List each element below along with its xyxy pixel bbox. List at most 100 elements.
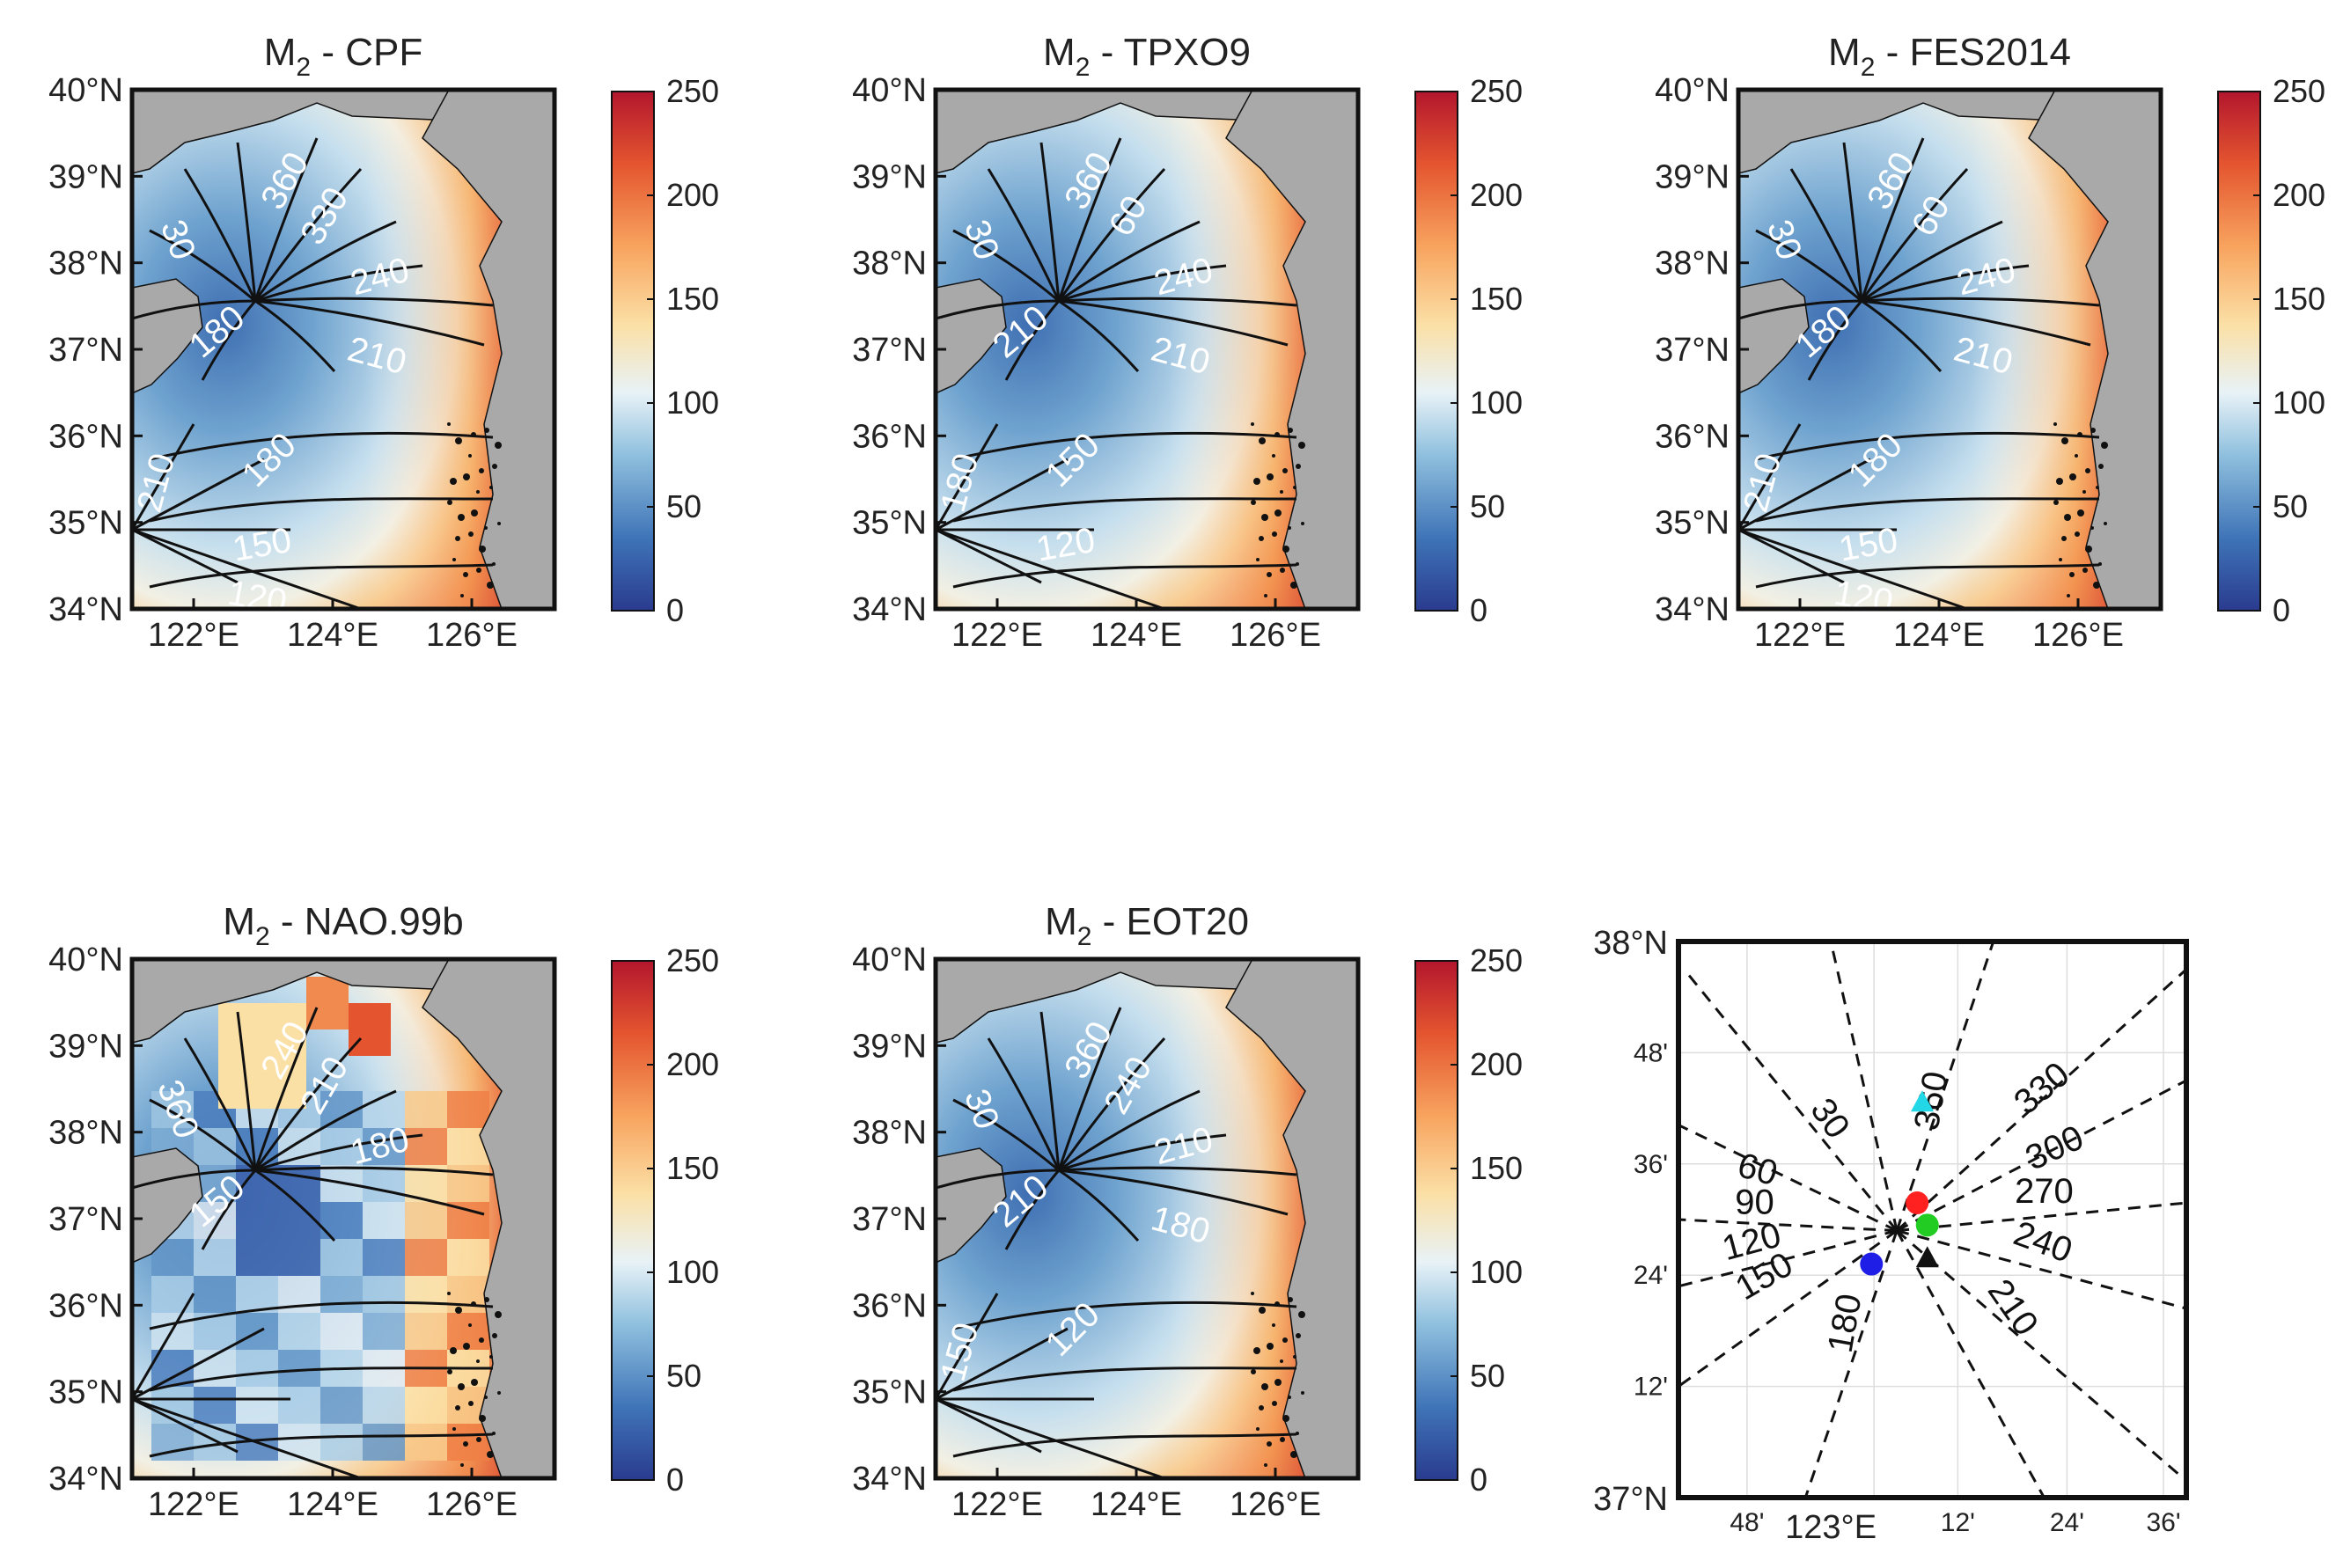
map-panel-4: M2 - NAO.99b36024021018015040°N39°N38°N3…: [48, 900, 719, 1523]
lon-tick-label: 124°E: [1893, 617, 1985, 654]
lon-tick-label: 122°E: [148, 1486, 239, 1523]
lon-tick-label: 126°E: [2032, 617, 2124, 654]
korea-land: [2028, 90, 2161, 609]
colorbar-tick-label: 200: [2273, 177, 2325, 213]
colorbar-tick-label: 150: [1470, 1150, 1523, 1186]
colorbar-tick-label: 100: [666, 385, 719, 421]
colorbar-tick-label: 150: [666, 281, 719, 317]
lat-tick-label: 40°N: [48, 942, 123, 978]
lat-tick-label: 39°N: [1655, 158, 1730, 195]
zoom-lat-tick-label: 36': [1634, 1150, 1668, 1179]
zoom-lon-tick-label: 48': [1730, 1508, 1764, 1537]
lat-tick-label: 35°N: [852, 505, 927, 542]
lat-tick-label: 37°N: [852, 1201, 927, 1238]
panel-title: M2 - TPXO9: [1043, 31, 1251, 82]
lat-tick-label: 37°N: [48, 1201, 123, 1238]
lat-tick-label: 35°N: [48, 1374, 123, 1411]
lat-tick-label: 37°N: [852, 332, 927, 369]
lon-tick-label: 124°E: [287, 617, 378, 654]
lat-tick-label: 40°N: [48, 72, 123, 109]
colorbar-tick-label: 100: [1470, 1254, 1523, 1290]
colorbar-tick-label: 200: [1470, 1046, 1523, 1082]
colorbar-tick-label: 200: [666, 177, 719, 213]
colorbar-tick-label: 0: [666, 1462, 684, 1498]
panel-title: M2 - CPF: [264, 31, 422, 82]
lon-tick-label: 124°E: [1091, 617, 1182, 654]
lon-tick-label: 126°E: [426, 1486, 518, 1523]
colorbar-tick-label: 0: [1470, 1462, 1487, 1498]
colorbar-tick-label: 250: [1470, 942, 1523, 978]
zoom-lon-tick-label: 24': [2050, 1508, 2084, 1537]
cotidal-lines: [132, 137, 494, 609]
panel-title: M2 - EOT20: [1045, 900, 1249, 951]
lon-tick-label: 124°E: [1091, 1486, 1182, 1523]
lat-tick-label: 34°N: [852, 1461, 927, 1498]
zoom-lat-tick-label: 38°N: [1593, 925, 1668, 962]
korea-land: [422, 959, 555, 1478]
lat-tick-label: 38°N: [48, 245, 123, 282]
lat-tick-label: 35°N: [48, 505, 123, 542]
colorbar: [611, 960, 655, 1481]
marker-eot20: [1915, 1246, 1939, 1268]
lat-tick-label: 36°N: [48, 418, 123, 455]
zoom-lon-tick-label: 123°E: [1785, 1509, 1877, 1546]
colorbar-tick-label: 50: [666, 488, 701, 524]
lat-tick-label: 36°N: [1655, 418, 1730, 455]
lat-tick-label: 36°N: [48, 1287, 123, 1324]
lat-tick-label: 40°N: [852, 942, 927, 978]
colorbar-tick-label: 250: [1470, 73, 1523, 109]
marker-tpxo9: [1860, 1252, 1884, 1276]
colorbar-tick-label: 0: [2273, 592, 2290, 628]
colorbar-tick-label: 50: [2273, 488, 2308, 524]
colorbar-tick-label: 200: [1470, 177, 1523, 213]
lon-tick-label: 122°E: [148, 617, 239, 654]
lon-tick-label: 126°E: [426, 617, 518, 654]
zoom-contour-label: 270: [2015, 1172, 2074, 1211]
colorbar: [611, 91, 655, 612]
colorbar-tick-label: 250: [666, 73, 719, 109]
zoom-cotidal-lines: [1678, 941, 2188, 1498]
lat-tick-label: 38°N: [48, 1115, 123, 1152]
lat-tick-label: 39°N: [48, 158, 123, 195]
colorbar: [2217, 91, 2261, 612]
zoom-lat-tick-label: 37°N: [1593, 1481, 1668, 1518]
lat-tick-label: 38°N: [852, 245, 927, 282]
lat-tick-label: 37°N: [48, 332, 123, 369]
cotidal-lines: [132, 1007, 494, 1478]
lat-tick-label: 36°N: [852, 418, 927, 455]
lon-tick-label: 126°E: [1230, 617, 1321, 654]
colorbar-tick-label: 50: [1470, 488, 1505, 524]
marker-fes2014: [1915, 1213, 1939, 1237]
lat-tick-label: 38°N: [852, 1115, 927, 1152]
lat-tick-label: 35°N: [1655, 505, 1730, 542]
lat-tick-label: 34°N: [852, 591, 927, 628]
lat-tick-label: 34°N: [1655, 591, 1730, 628]
colorbar: [1414, 91, 1458, 612]
lat-tick-label: 37°N: [1655, 332, 1730, 369]
lat-tick-label: 34°N: [48, 591, 123, 628]
korea-land: [422, 90, 555, 609]
colorbar-tick-label: 50: [666, 1358, 701, 1394]
lon-tick-label: 124°E: [287, 1486, 378, 1523]
lat-tick-label: 39°N: [48, 1028, 123, 1065]
colorbar-tick-label: 0: [1470, 592, 1487, 628]
zoom-lat-tick-label: 12': [1634, 1373, 1668, 1402]
lat-tick-label: 36°N: [852, 1287, 927, 1324]
marker-nao99b: [1910, 1090, 1934, 1112]
colorbar-tick-label: 100: [2273, 385, 2325, 421]
lat-tick-label: 40°N: [1655, 72, 1730, 109]
colorbar-tick-label: 0: [666, 592, 684, 628]
panel-title: M2 - FES2014: [1828, 31, 2071, 82]
zoom-contour-label: 90: [1735, 1183, 1774, 1222]
lat-tick-label: 35°N: [852, 1374, 927, 1411]
lon-tick-label: 122°E: [951, 1486, 1043, 1523]
zoom-lon-tick-label: 12': [1941, 1508, 1975, 1537]
lon-tick-label: 126°E: [1230, 1486, 1321, 1523]
lon-tick-label: 122°E: [951, 617, 1043, 654]
korea-land: [1225, 90, 1358, 609]
zoom-frame: [1676, 939, 2189, 1500]
lon-tick-label: 122°E: [1754, 617, 1846, 654]
